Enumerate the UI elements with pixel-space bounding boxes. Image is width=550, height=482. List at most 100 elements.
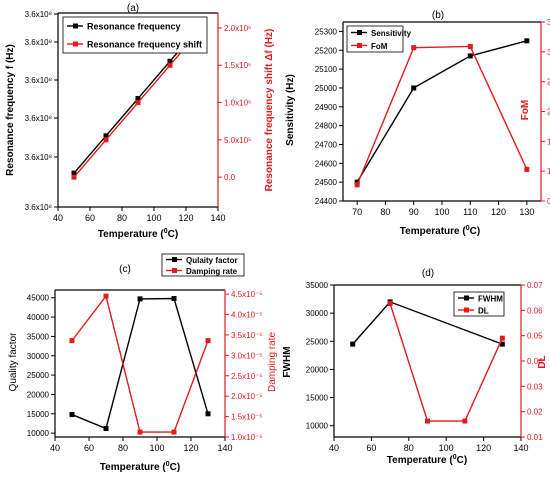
y-right-tick-label: 4.0x10⁻⁵ <box>231 311 263 320</box>
series-line-1 <box>71 297 209 430</box>
legend-marker <box>357 43 362 48</box>
x-axis-title: Temperature (0C) <box>98 228 178 240</box>
y-right-tick-label: 2.0 <box>547 108 550 117</box>
legend-marker <box>172 257 177 262</box>
series-line-2 <box>356 45 528 186</box>
panel-label: (a) <box>127 3 139 14</box>
x-axis-title: Temperature (0C) <box>100 461 180 473</box>
series-point-2 <box>205 338 211 344</box>
x-tick-label: 140 <box>210 213 225 223</box>
x-tick-label: 120 <box>491 207 506 217</box>
y-right-axis-title: Resonance frequency shift Δf (Hz) <box>264 29 275 192</box>
x-tick-label: 110 <box>463 207 477 217</box>
legend-marker <box>172 268 177 273</box>
y-right-tick-label: 1.0 <box>547 167 550 176</box>
y-left-tick-label: 25100 <box>315 65 338 74</box>
x-tick-label: 130 <box>519 207 534 217</box>
y-left-tick-label: 10000 <box>306 422 329 431</box>
y-left-tick-label: 35000 <box>306 281 329 290</box>
y-left-tick-label: 15000 <box>306 394 329 403</box>
legend-label: Resonance frequency shift <box>87 40 202 50</box>
y-left-tick-label: 3.6x10⁸ <box>25 10 52 19</box>
series-point-2 <box>171 429 177 435</box>
series-point-1 <box>499 341 505 347</box>
chart-panel-3: (c) 40 60 80 100 120 140 10000 15000 20000 25000 30… <box>8 253 278 473</box>
y-left-tick-label: 24600 <box>315 159 338 168</box>
y-left-tick-label: 35000 <box>27 332 50 341</box>
panel-label: (b) <box>432 10 444 21</box>
y-left-axis-title: Resonance frequency f (Hz) <box>5 44 16 176</box>
y-left-tick-label: 25000 <box>315 84 338 93</box>
x-tick-label: 70 <box>352 207 362 217</box>
series-line-1 <box>356 40 528 183</box>
y-left-tick-label: 25000 <box>27 371 50 380</box>
y-right-tick-label: 5.0x10⁵ <box>224 136 251 145</box>
series-point-2 <box>467 43 473 49</box>
y-right-tick-label: 1.5 <box>547 137 550 146</box>
series-point-1 <box>467 53 473 59</box>
chart-panel-4: (d) 40 60 80 100 120 140 10000 15000 20000 25000 30… <box>282 268 548 466</box>
y-right-tick-label: 1.5x10⁻⁵ <box>231 413 263 422</box>
y-left-tick-label: 10000 <box>27 429 50 438</box>
x-tick-label: 100 <box>434 207 449 217</box>
x-tick-label: 40 <box>53 213 63 223</box>
y-right-tick-label: 1.5x10⁶ <box>224 61 251 70</box>
legend-label: FWHM <box>478 295 503 304</box>
series-point-2 <box>135 100 141 106</box>
series-point-1 <box>135 96 141 102</box>
y-right-tick-label: 2.0x10⁶ <box>224 24 251 33</box>
y-left-tick-label: 3.6x10⁸ <box>25 114 52 123</box>
y-left-tick-label: 30000 <box>27 352 50 361</box>
y-left-axis-title: Quality factor <box>8 332 19 392</box>
y-left-tick-label: 3.6x10⁸ <box>25 153 52 162</box>
x-tick-label: 120 <box>183 443 198 453</box>
series-point-2 <box>167 62 173 68</box>
x-tick-label: 90 <box>409 207 419 217</box>
y-right-tick-label: 1.0x10⁻⁵ <box>231 433 263 442</box>
y-left-tick-label: 24800 <box>315 122 338 131</box>
series-point-2 <box>462 418 468 424</box>
legend-label: Damping rate <box>186 267 238 276</box>
y-left-tick-label: 3.6x10⁸ <box>25 76 52 85</box>
panel-label: (c) <box>119 264 131 275</box>
legend-label: Resonance frequency <box>87 22 181 32</box>
y-right-tick-label: 2.5 <box>547 78 550 87</box>
x-tick-label: 80 <box>117 213 127 223</box>
y-left-axis-title: Sensitivity (Hz) <box>285 74 296 146</box>
legend-marker <box>73 41 78 47</box>
y-left-tick-label: 40000 <box>27 313 50 322</box>
series-line-2 <box>71 294 209 433</box>
series-point-2 <box>69 338 75 344</box>
legend-label: FoM <box>371 42 388 51</box>
y-left-tick-label: 25000 <box>306 337 329 346</box>
y-left-tick-label: 24500 <box>315 178 338 187</box>
y-left-tick-label: 25300 <box>315 27 338 36</box>
y-right-tick-label: 0.0 <box>224 173 236 182</box>
y-left-tick-label: 24700 <box>315 140 338 149</box>
y-right-tick-label: 3.5x10⁻⁵ <box>231 331 263 340</box>
legend-marker <box>73 23 78 29</box>
series-point-1 <box>171 296 177 302</box>
legend-marker <box>464 295 469 301</box>
y-right-tick-label: 0.5 <box>547 197 550 206</box>
x-tick-label: 80 <box>404 443 414 453</box>
x-tick-label: 120 <box>476 443 491 453</box>
y-right-tick-label: 4.5x10⁻⁵ <box>231 290 263 299</box>
y-right-tick-label: 2.0x10⁻⁵ <box>231 392 263 401</box>
y-left-tick-label: 20000 <box>27 390 50 399</box>
y-left-tick-label: 45000 <box>27 294 50 303</box>
series-point-1 <box>103 133 109 139</box>
series-point-2 <box>354 182 360 188</box>
chart-panel-1: (a) 40 60 80 100 120 140 3.6x10⁸ 3.6x10⁸ 3.6x10⁸ 3… <box>5 3 275 240</box>
y-right-tick-label: 0.04 <box>527 357 543 366</box>
series-point-1 <box>69 412 75 418</box>
legend-label: DL <box>478 307 489 316</box>
series-line-2 <box>389 303 503 422</box>
legend-box <box>346 25 404 53</box>
y-left-tick-label: 30000 <box>306 309 329 318</box>
x-tick-label: 80 <box>118 443 128 453</box>
y-left-tick-label: 3.6x10⁸ <box>25 203 52 212</box>
x-tick-label: 100 <box>146 213 161 223</box>
legend-label: Sensitivity <box>371 29 412 38</box>
y-left-tick-label: 25200 <box>315 46 338 55</box>
